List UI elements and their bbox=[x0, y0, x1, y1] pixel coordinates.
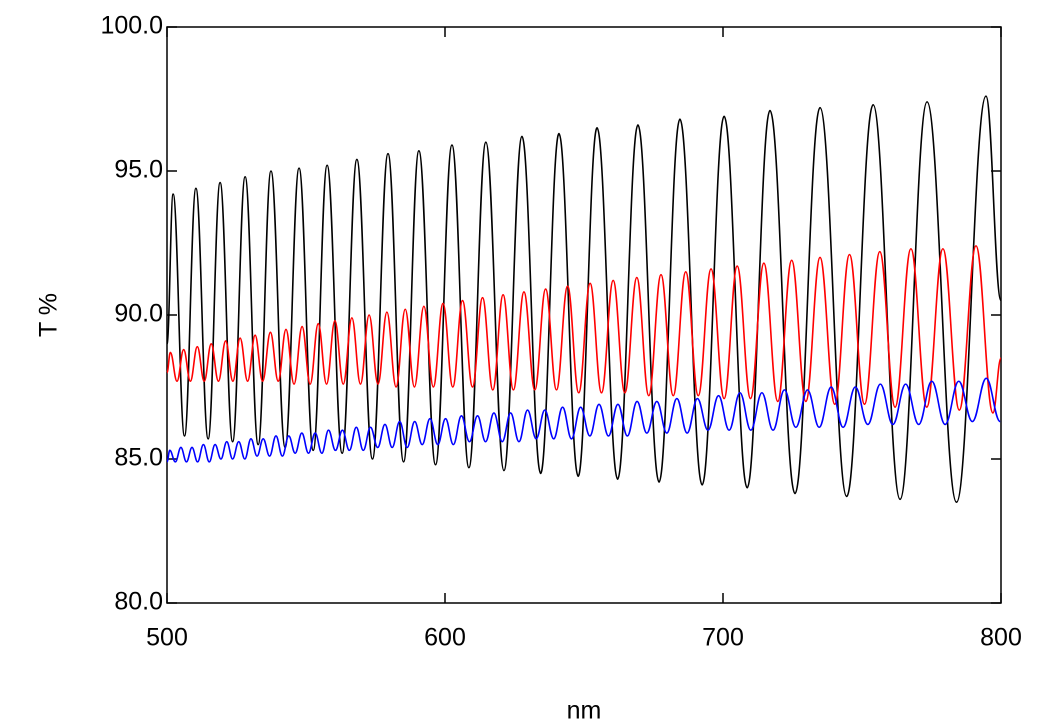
y-tick-label: 100.0 bbox=[100, 12, 163, 40]
y-tick-label: 80.0 bbox=[114, 588, 163, 616]
x-tick-label: 800 bbox=[980, 624, 1022, 652]
y-tick-label: 90.0 bbox=[114, 300, 163, 328]
x-axis-label: nm bbox=[567, 697, 602, 725]
series-line bbox=[166, 245, 1002, 414]
x-tick-label: 500 bbox=[146, 624, 188, 652]
y-tick-label: 85.0 bbox=[114, 444, 163, 472]
y-axis-label: T % bbox=[35, 293, 63, 337]
series-line bbox=[166, 377, 1001, 463]
x-tick-label: 700 bbox=[702, 624, 744, 652]
series-line bbox=[166, 95, 1002, 504]
y-tick-label: 95.0 bbox=[114, 156, 163, 184]
x-tick-label: 600 bbox=[424, 624, 466, 652]
